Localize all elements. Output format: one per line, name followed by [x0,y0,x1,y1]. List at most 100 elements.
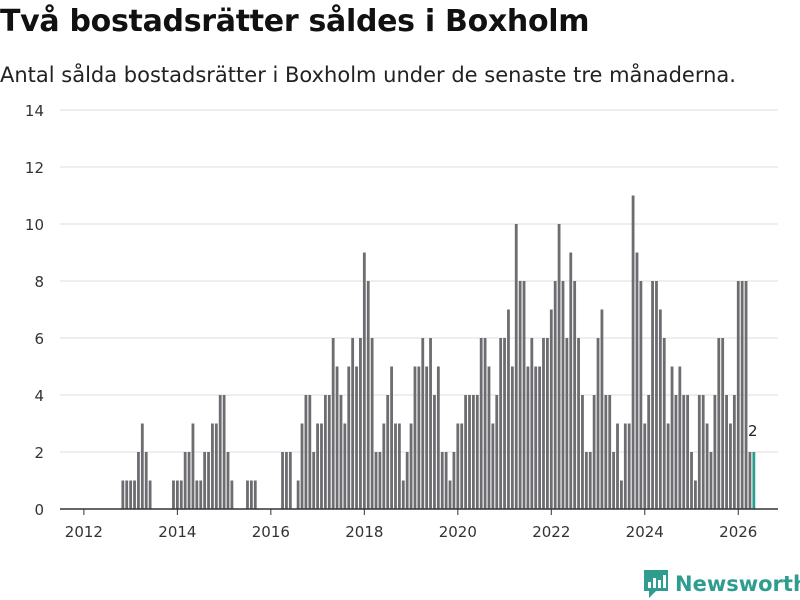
x-tick-label: 2026 [719,523,757,541]
bar [701,395,705,509]
bar [125,480,129,509]
bar [312,452,316,509]
bar [359,338,362,509]
bar [300,423,304,509]
bar [249,480,253,509]
x-tick-label: 2024 [626,523,664,541]
bar [195,480,199,509]
bar [705,423,709,509]
bar [507,309,510,509]
bar [246,480,249,509]
bar [577,338,580,509]
x-tick-label: 2020 [439,523,477,541]
bar [475,395,479,509]
x-tick-label: 2018 [345,523,383,541]
bar [203,452,207,509]
last-value-label: 2 [748,422,758,440]
bar [370,338,374,509]
bar [647,395,651,509]
bar [148,480,152,509]
bar [736,281,740,509]
bar [569,252,573,509]
bar [561,281,565,509]
x-tick-label: 2022 [532,523,570,541]
bar [386,395,390,509]
bar [666,423,670,509]
bar [584,452,588,509]
bar [631,195,635,509]
bar [623,423,627,509]
bar [682,395,686,509]
bar [144,452,148,509]
bar [721,338,725,509]
bar [199,480,203,509]
bar [183,452,187,509]
bar [137,452,140,509]
bar [331,338,335,509]
bar [694,480,697,509]
bar [608,395,612,509]
bar [355,366,358,509]
chart-subtitle: Antal sålda bostadsrätter i Boxholm unde… [0,63,736,87]
bar [565,338,569,509]
bar [573,281,577,509]
bar [211,423,214,509]
bar [713,395,717,509]
bar [421,338,425,509]
bar [612,452,616,509]
bar [401,480,405,509]
bar [405,452,409,509]
bar [639,281,643,509]
bar [382,423,386,509]
bar [140,423,144,509]
bar [378,452,382,509]
chart-title: Två bostadsrätter såldes i Boxholm [0,4,590,39]
bar [499,338,503,509]
bar [133,480,136,509]
bar [343,423,347,509]
bar [230,480,234,509]
bar [417,366,421,509]
bar [222,395,226,509]
bar [191,423,195,509]
bar [542,338,545,509]
bar [479,338,483,509]
bar [456,423,460,509]
bar [413,366,417,509]
bar [545,338,549,509]
bar [285,452,288,509]
bar [440,452,444,509]
bar [207,452,210,509]
bar [690,452,693,509]
bar [433,395,436,509]
bar [323,395,327,509]
x-tick-label: 2016 [252,523,290,541]
bar [179,480,183,509]
bar [651,281,654,509]
bar [604,395,608,509]
bar [425,366,429,509]
bar [296,480,300,509]
bar [226,452,230,509]
bar [214,423,218,509]
bar [592,395,596,509]
bar [495,395,499,509]
bar [709,452,713,509]
y-tick-label: 10 [25,216,44,234]
bar [655,281,658,509]
bar [448,480,452,509]
bar [444,452,448,509]
bar [436,366,440,509]
bar [538,366,542,509]
bar [460,423,464,509]
bar [732,395,736,509]
bar [218,395,222,509]
bar [620,480,623,509]
bar [394,423,397,509]
bar [175,480,179,509]
bar [530,338,534,509]
bar [452,452,456,509]
bar [121,480,125,509]
x-tick-label: 2012 [65,523,103,541]
bar [491,423,495,509]
